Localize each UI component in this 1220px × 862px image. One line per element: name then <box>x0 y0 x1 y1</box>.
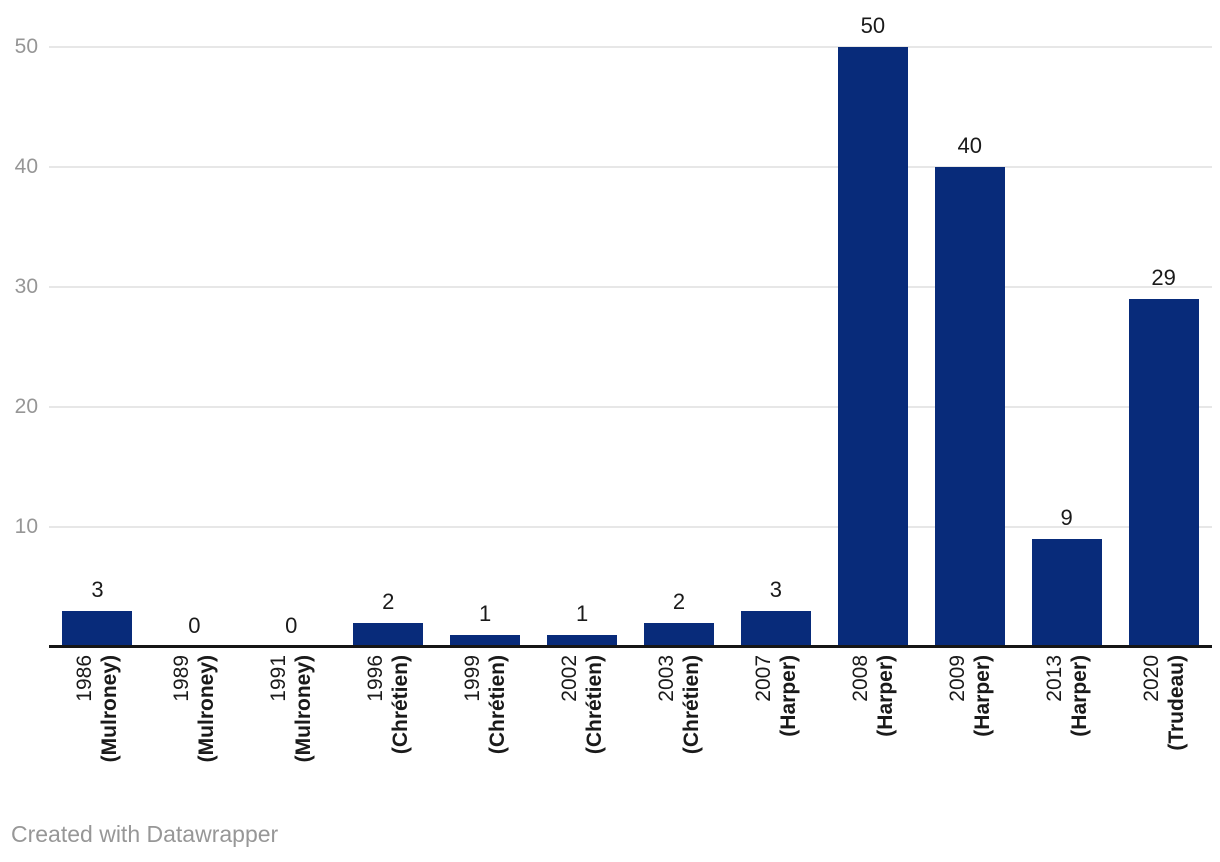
x-tick-label: 2008 (Harper) <box>848 655 898 815</box>
x-tick-pm: (Mulroney) <box>98 655 122 763</box>
gridline <box>49 286 1212 288</box>
x-tick-pm: (Chrétien) <box>486 655 510 755</box>
x-tick-label: 1986 (Mulroney) <box>72 655 122 815</box>
bar <box>740 611 811 647</box>
x-tick-pm: (Harper) <box>873 655 897 737</box>
bar-column: 2 2003 (Chrétien) <box>631 47 728 754</box>
gridline <box>49 166 1212 168</box>
datawrapper-credit: Created with Datawrapper <box>11 821 279 847</box>
bar-value-label: 2 <box>382 589 395 614</box>
x-tick-label: 2009 (Harper) <box>945 655 995 815</box>
bar-value-label: 1 <box>575 601 589 626</box>
bar-column: 2 1996 (Chrétien) <box>340 47 437 754</box>
bar-column: 3 2007 (Harper) <box>727 47 824 737</box>
gridline <box>49 526 1212 528</box>
x-tick-year: 2003 <box>654 655 678 702</box>
x-tick-label: 1996 (Chrétien) <box>363 655 413 815</box>
x-tick-label: 2007 (Harper) <box>751 655 801 815</box>
bar-column: 0 1991 (Mulroney) <box>243 47 340 762</box>
bar-column: 9 2013 (Harper) <box>1018 47 1115 737</box>
y-tick-label: 50 <box>14 35 38 58</box>
x-tick-label: 2003 (Chrétien) <box>654 655 704 815</box>
x-tick-year: 2020 <box>1139 655 1163 702</box>
bar-column: 0 1989 (Mulroney) <box>146 47 243 762</box>
bar-column: 50 2008 (Harper) <box>824 13 921 737</box>
x-tick-pm: (Harper) <box>1067 655 1091 737</box>
x-tick-pm: (Harper) <box>970 655 994 737</box>
bar-value-label: 29 <box>1151 265 1176 290</box>
x-tick-year: 1996 <box>364 655 388 702</box>
y-tick-label: 40 <box>14 155 38 178</box>
bar <box>643 623 714 647</box>
x-tick-pm: (Trudeau) <box>1164 655 1188 751</box>
x-tick-label: 2013 (Harper) <box>1042 655 1092 815</box>
bar-value-label: 40 <box>957 133 982 158</box>
x-tick-year: 2002 <box>558 655 582 702</box>
x-tick-pm: (Chrétien) <box>389 655 413 755</box>
bar-column: 29 2020 (Trudeau) <box>1115 47 1212 751</box>
x-tick-year: 2007 <box>751 655 775 702</box>
bar-column: 3 1986 (Mulroney) <box>49 47 146 762</box>
x-tick-label: 2002 (Chrétien) <box>557 655 607 815</box>
x-tick-year: 1986 <box>73 655 97 702</box>
x-tick-pm: (Mulroney) <box>292 655 316 763</box>
x-tick-year: 1999 <box>461 655 485 702</box>
x-axis-line <box>49 645 1212 648</box>
gridline <box>49 406 1212 408</box>
x-tick-year: 2008 <box>848 655 872 702</box>
plot-area <box>49 46 1212 647</box>
x-tick-label: 1991 (Mulroney) <box>266 655 316 815</box>
bar-column: 1 2002 (Chrétien) <box>534 47 631 754</box>
bar <box>353 623 424 647</box>
x-tick-pm: (Mulroney) <box>195 655 219 763</box>
x-tick-label: 1989 (Mulroney) <box>169 655 219 815</box>
x-tick-year: 1989 <box>170 655 194 702</box>
x-tick-year: 1991 <box>267 655 291 702</box>
y-axis: 10 20 30 40 50 <box>0 35 38 647</box>
x-tick-year: 2009 <box>945 655 969 702</box>
bar-value-label: 0 <box>285 613 298 638</box>
bar-value-label: 1 <box>479 601 492 626</box>
bar <box>1128 299 1199 647</box>
bar <box>1031 539 1102 647</box>
bar-columns: 3 1986 (Mulroney) 0 1989 (Mulroney) 0 1991 (Mulr… <box>49 13 1212 762</box>
bar-value-label: 50 <box>860 13 886 38</box>
gridline <box>49 46 1212 48</box>
x-tick-pm: (Chrétien) <box>679 655 703 755</box>
bar <box>450 635 521 647</box>
bar <box>62 611 133 647</box>
y-tick-label: 20 <box>14 395 38 418</box>
bar-column: 1 1999 (Chrétien) <box>437 47 534 754</box>
x-tick-label: 1999 (Chrétien) <box>460 655 510 815</box>
bar <box>934 167 1005 647</box>
y-tick-label: 10 <box>14 515 38 538</box>
x-tick-label: 2020 (Trudeau) <box>1139 655 1189 815</box>
bar-value-label: 2 <box>672 589 686 614</box>
bar-value-label: 9 <box>1060 505 1073 530</box>
bar <box>547 635 618 647</box>
x-tick-year: 2013 <box>1042 655 1066 702</box>
bar-value-label: 3 <box>91 577 104 602</box>
bar-value-label: 0 <box>188 613 201 638</box>
y-tick-label: 30 <box>14 275 38 298</box>
bar <box>837 47 908 647</box>
bar-column: 40 2009 (Harper) <box>921 47 1018 737</box>
x-tick-pm: (Chrétien) <box>583 655 607 755</box>
bar-value-label: 3 <box>769 577 783 602</box>
x-tick-pm: (Harper) <box>776 655 800 737</box>
